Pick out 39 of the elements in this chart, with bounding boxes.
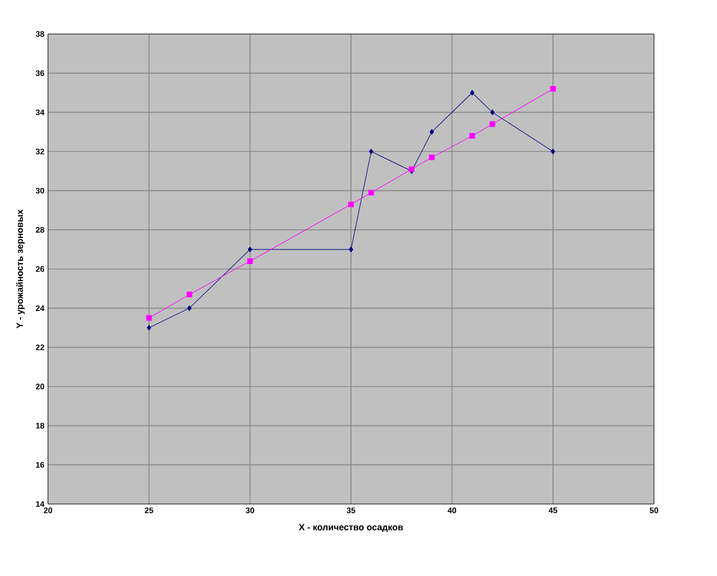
point [368,190,374,196]
y-tick-label: 36 [36,70,44,76]
y-tick-label: 20 [36,384,44,390]
x-tick-label: 35 [346,508,356,514]
y-tick-label: 26 [36,266,44,272]
point [187,305,192,311]
y-tick-label: 14 [36,501,44,507]
y-axis-title: Y - урожайность зерновых [16,210,25,328]
y-tick-label: 16 [36,462,44,468]
point [469,133,476,139]
point [369,148,374,154]
y-tick-label: 34 [36,109,44,116]
y-tick-label: 24 [36,305,44,311]
x-tick-label: 45 [548,508,558,514]
x-tick-label: 30 [246,508,254,514]
y-tick-label: 18 [36,422,44,428]
point [348,202,354,208]
point [248,246,252,252]
y-tick-label: 38 [36,31,44,37]
point [429,154,435,160]
point [550,86,556,92]
y-tick-label: 30 [36,188,44,194]
point [490,110,495,116]
x-tick-label: 50 [650,508,658,514]
x-tick-label: 25 [144,508,154,514]
point [348,246,354,252]
x-tick-label: 20 [44,508,52,514]
y-tick-label: 32 [36,148,44,154]
point [146,315,152,321]
point [146,324,152,331]
point [430,129,434,135]
x-axis-title: X - количество осадков [298,524,403,532]
y-tick-label: 22 [36,344,44,350]
point [186,292,192,298]
point [550,148,556,154]
point [247,258,253,264]
y-tick-label: 28 [36,227,44,233]
x-tick-label: 40 [448,508,456,514]
point [490,121,496,127]
